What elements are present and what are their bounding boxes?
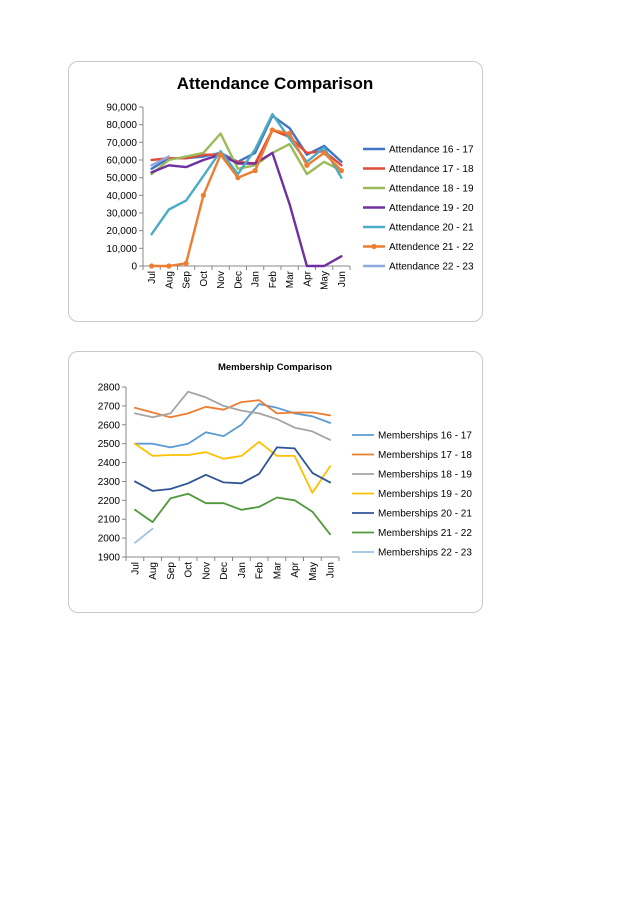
data-point bbox=[252, 168, 258, 174]
y-tick-label: 2800 bbox=[98, 383, 121, 394]
x-tick-label: Sep bbox=[166, 562, 177, 580]
x-tick-label: Sep bbox=[182, 271, 193, 289]
legend-entry: Attendance 22 - 23 bbox=[389, 262, 474, 273]
data-point bbox=[321, 150, 327, 156]
data-point bbox=[166, 263, 172, 269]
series-line bbox=[150, 128, 343, 268]
x-tick-label: Jan bbox=[251, 271, 262, 287]
series-line bbox=[134, 399, 331, 419]
x-tick-label: Jul bbox=[130, 562, 141, 575]
y-tick-label: 60,000 bbox=[106, 156, 137, 167]
y-tick-label: 70,000 bbox=[106, 138, 137, 149]
legend-entry: Memberships 19 - 20 bbox=[378, 489, 472, 500]
series-line bbox=[134, 446, 331, 492]
y-tick-label: 30,000 bbox=[106, 209, 137, 220]
series-line bbox=[134, 492, 331, 536]
legend-entry: Attendence 21 - 22 bbox=[389, 242, 474, 253]
y-tick-label: 2300 bbox=[98, 477, 121, 488]
series-line bbox=[150, 155, 171, 167]
legend-marker bbox=[371, 243, 377, 250]
legend-entry: Memberships 21 - 22 bbox=[378, 528, 472, 539]
y-tick-label: 2200 bbox=[98, 496, 121, 507]
y-tick-label: 1900 bbox=[98, 553, 121, 564]
x-tick-label: Jul bbox=[147, 271, 158, 284]
legend-entry: Memberships 20 - 21 bbox=[378, 509, 472, 520]
legend-entry: Attendance 20 - 21 bbox=[389, 223, 474, 234]
membership-chart: Membership Comparison 1900 2000 2100 2200 230… bbox=[98, 362, 473, 581]
series-line bbox=[134, 440, 331, 494]
legend-entry: Attendance 17 - 18 bbox=[389, 164, 474, 175]
x-tick-label: Mar bbox=[272, 561, 283, 579]
data-point bbox=[338, 168, 344, 174]
x-tick-label: May bbox=[308, 562, 319, 581]
y-tick-label: 20,000 bbox=[106, 226, 137, 237]
legend-entry: Attendance 18 - 19 bbox=[389, 184, 474, 195]
x-tick-label: May bbox=[320, 271, 331, 290]
series-line bbox=[150, 132, 343, 176]
data-point bbox=[304, 162, 310, 168]
x-tick-label: Aug bbox=[164, 271, 175, 289]
series-line bbox=[134, 527, 154, 544]
y-tick-label: 2500 bbox=[98, 439, 121, 450]
data-point bbox=[200, 192, 206, 198]
y-tick-label: 40,000 bbox=[106, 191, 137, 202]
x-tick-label: Aug bbox=[148, 562, 159, 580]
y-tick-label: 2000 bbox=[98, 534, 121, 545]
y-tick-label: 2400 bbox=[98, 458, 121, 469]
y-tick-label: 10,000 bbox=[106, 244, 137, 255]
series-line bbox=[134, 403, 331, 449]
data-point bbox=[218, 152, 224, 158]
legend-entry: Attendance 16 - 17 bbox=[389, 145, 474, 156]
y-tick-label: 90,000 bbox=[106, 103, 137, 114]
y-tick-label: 80,000 bbox=[106, 120, 137, 131]
x-tick-label: Feb bbox=[268, 271, 279, 289]
data-point bbox=[235, 175, 241, 181]
x-tick-label: Nov bbox=[216, 271, 227, 289]
y-tick-label: 0 bbox=[131, 262, 137, 273]
data-point bbox=[287, 130, 293, 137]
data-point bbox=[183, 260, 189, 266]
x-tick-label: Oct bbox=[199, 271, 210, 287]
x-tick-label: Mar bbox=[285, 270, 296, 288]
x-tick-label: Oct bbox=[184, 562, 195, 578]
data-point bbox=[149, 263, 155, 269]
legend-entry: Memberships 17 - 18 bbox=[378, 450, 472, 461]
x-tick-label: Jan bbox=[237, 562, 248, 578]
x-tick-label: Feb bbox=[255, 562, 266, 580]
chart-title: Membership Comparison bbox=[218, 362, 332, 373]
x-tick-label: Dec bbox=[233, 271, 244, 289]
y-tick-label: 2100 bbox=[98, 515, 121, 526]
x-tick-label: Apr bbox=[302, 270, 313, 286]
x-tick-label: Apr bbox=[290, 561, 301, 577]
chart-title: Attendance Comparison bbox=[177, 74, 373, 93]
series-line bbox=[150, 112, 343, 236]
attendance-chart-card: Attendance Comparison 0 10,000 20,000 30,000… bbox=[68, 61, 483, 322]
legend-entry: Memberships 18 - 19 bbox=[378, 470, 472, 481]
x-tick-label: Jun bbox=[326, 562, 337, 578]
y-tick-label: 2600 bbox=[98, 420, 121, 431]
attendance-chart: Attendance Comparison 0 10,000 20,000 30,000… bbox=[106, 74, 474, 290]
x-tick-label: Dec bbox=[219, 562, 230, 580]
series-line bbox=[134, 390, 331, 441]
data-point bbox=[269, 127, 275, 133]
x-tick-label: Nov bbox=[201, 562, 212, 580]
legend-entry: Attendance 19 - 20 bbox=[389, 203, 474, 214]
y-tick-label: 2700 bbox=[98, 401, 121, 412]
membership-chart-card: Membership Comparison 1900 2000 2100 2200 230… bbox=[68, 351, 483, 613]
legend-entry: Memberships 22 - 23 bbox=[378, 548, 472, 559]
legend-entry: Memberships 16 - 17 bbox=[378, 431, 472, 442]
x-tick-label: Jun bbox=[337, 271, 348, 287]
y-tick-label: 50,000 bbox=[106, 173, 137, 184]
